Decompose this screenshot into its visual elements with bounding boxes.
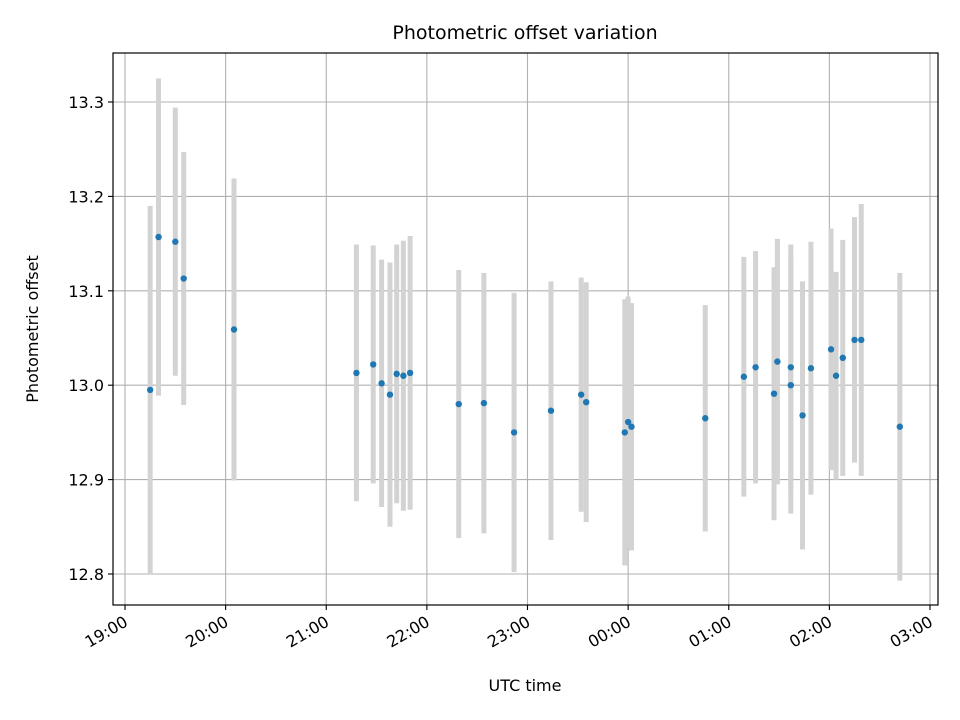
data-point: [774, 358, 781, 365]
data-point: [393, 370, 400, 378]
data-point: [582, 398, 590, 406]
data-point: [807, 365, 815, 372]
data-point: [353, 369, 360, 377]
data-point: [480, 399, 488, 407]
data-point: [740, 373, 748, 380]
data-point: [787, 364, 795, 371]
data-point: [896, 423, 904, 430]
data-point: [628, 423, 635, 430]
data-point: [621, 429, 628, 436]
data-point: [230, 326, 238, 333]
data-point: [752, 364, 759, 371]
y-axis-label: Photometric offset: [23, 255, 42, 403]
y-axis-ticks: 12.8 12.9 13.0 13.1 13.2 13.3: [68, 93, 113, 584]
data-point: [851, 336, 858, 344]
y-tick-label: 13.0: [68, 376, 104, 395]
data-point: [547, 407, 555, 414]
y-tick-label: 12.8: [68, 565, 104, 584]
chart-title: Photometric offset variation: [392, 22, 657, 44]
data-point: [770, 390, 778, 397]
y-tick-label: 13.2: [68, 187, 104, 206]
y-tick-label: 13.1: [68, 282, 104, 301]
data-point: [577, 391, 585, 398]
x-axis-label: UTC time: [489, 676, 562, 695]
data-point: [510, 429, 518, 436]
data-point: [839, 354, 846, 362]
data-point: [180, 275, 187, 282]
data-point: [146, 386, 154, 394]
y-tick-label: 13.3: [68, 93, 104, 112]
data-point: [172, 238, 179, 245]
data-point: [858, 336, 865, 344]
data-point: [827, 346, 835, 353]
data-points: [146, 233, 904, 436]
plot-frame: [112, 52, 939, 606]
data-point: [378, 380, 385, 387]
data-point: [799, 412, 806, 419]
data-point: [787, 382, 795, 389]
data-point: [370, 361, 377, 368]
data-point: [386, 391, 394, 398]
data-point: [155, 233, 162, 241]
data-point: [400, 372, 407, 379]
data-point: [624, 418, 632, 426]
data-point: [406, 369, 414, 377]
data-point: [702, 415, 709, 422]
data-point: [832, 372, 840, 379]
y-tick-label: 12.9: [68, 471, 104, 490]
data-point: [455, 400, 462, 408]
